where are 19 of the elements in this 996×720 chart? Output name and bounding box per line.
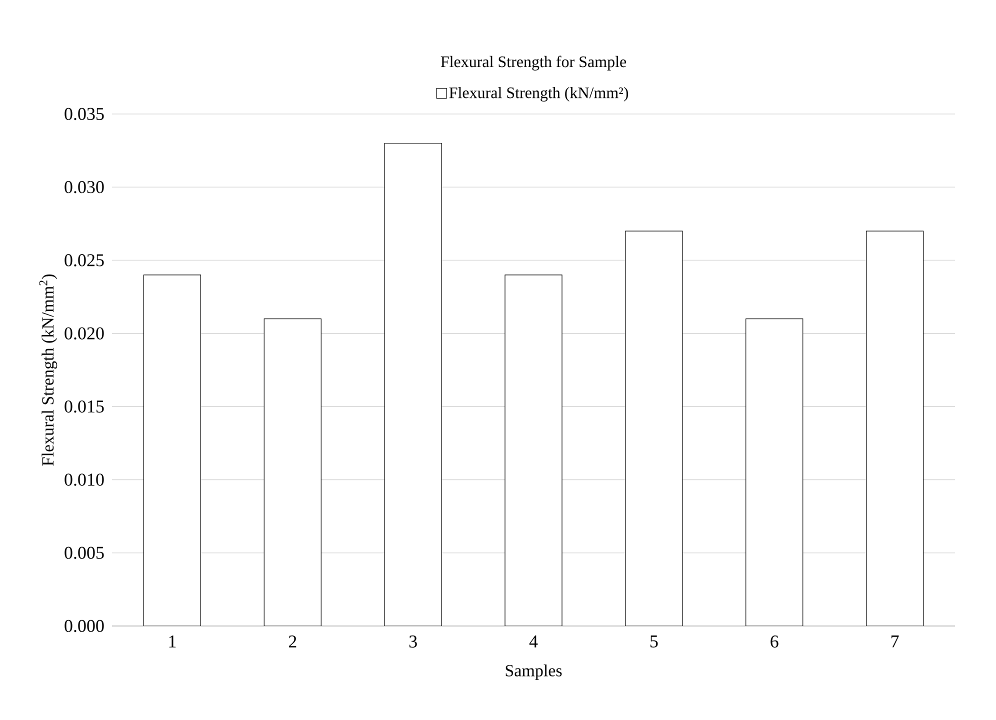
- y-tick-label: 0.010: [64, 474, 104, 486]
- x-axis-title: Samples: [506, 664, 562, 680]
- y-tick-label: 0.005: [64, 546, 104, 559]
- text: Flexural Strength (kN/mm²): [449, 86, 628, 102]
- y-tick-label: 0.000: [64, 620, 104, 632]
- y-tick-label: 0.030: [64, 181, 104, 194]
- x-tick-label: 5: [650, 636, 658, 648]
- y-tick-label: 0.020: [64, 327, 104, 340]
- x-tick-label: 6: [770, 636, 778, 648]
- x-tick-label: 4: [529, 636, 538, 648]
- x-tick-label: 3: [409, 636, 417, 648]
- y-tick-label: 0.025: [64, 254, 104, 266]
- chart-title: Flexural Strength for Sample: [440, 56, 626, 70]
- x-tick-label: 2: [288, 636, 296, 648]
- y-tick-label: 0.015: [64, 400, 104, 413]
- x-tick-label: 1: [169, 636, 176, 648]
- y-tick-label: 0.035: [64, 108, 104, 120]
- y-axis-title: Flexural Strength (kN/mm$^{2}$): [39, 274, 58, 466]
- x-tick-label: 7: [891, 636, 899, 648]
